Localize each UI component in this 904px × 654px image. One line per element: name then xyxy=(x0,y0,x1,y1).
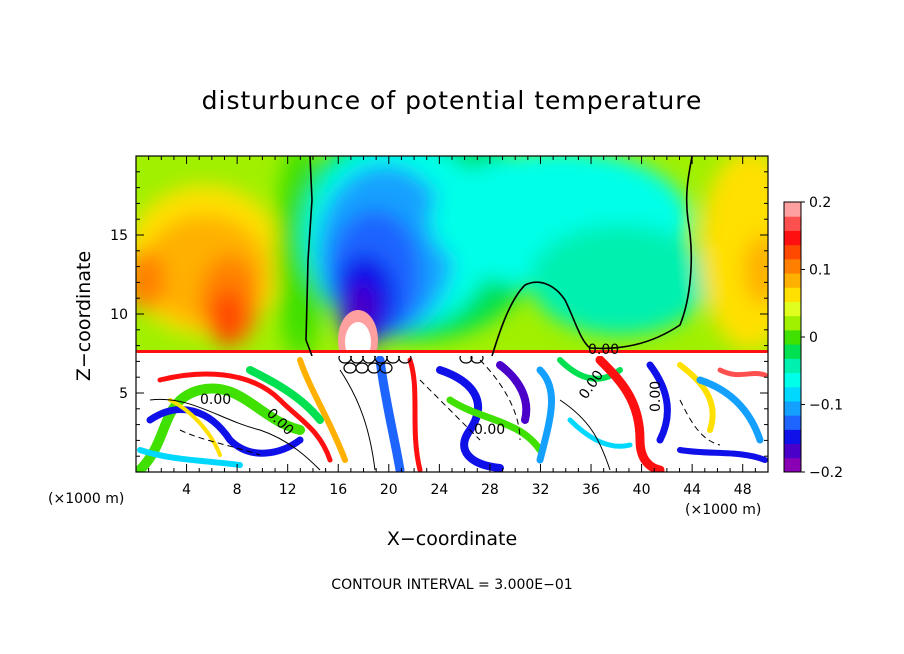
colorbar-swatch xyxy=(784,415,801,430)
field-upper xyxy=(136,156,768,370)
y-tick-label: 15 xyxy=(110,228,128,244)
colorbar-swatch xyxy=(784,273,801,288)
x-tick-label: 16 xyxy=(329,482,347,498)
x-tick-label: 32 xyxy=(532,482,550,498)
x-tick-label: 8 xyxy=(233,482,242,498)
field-lower xyxy=(136,356,768,472)
x-tick-label: 36 xyxy=(582,482,600,498)
colorbar-swatch xyxy=(784,202,801,217)
colorbar-swatch xyxy=(784,244,801,260)
colorbar-tick-label: 0.1 xyxy=(809,263,831,279)
colorbar-swatch xyxy=(784,230,801,246)
colorbar-swatch xyxy=(784,301,801,317)
colorbar-swatch xyxy=(784,386,801,402)
colorbar-tick-label: −0.1 xyxy=(809,398,843,414)
x-tick-label: 44 xyxy=(683,482,701,498)
colorbar: 0.2 0.1 0 −0.1 −0.2 xyxy=(783,195,843,481)
colorbar-swatch xyxy=(784,400,801,416)
x-tick-label: 20 xyxy=(380,482,398,498)
colorbar-swatch xyxy=(784,329,801,345)
x-tick-label: 4 xyxy=(182,482,191,498)
colorbar-swatch xyxy=(784,429,801,445)
colorbar-tick-label: −0.2 xyxy=(809,465,843,481)
x-tick-label: 28 xyxy=(481,482,499,498)
contour-label: 0.00 xyxy=(474,422,505,438)
colorbar-swatch xyxy=(784,315,801,331)
contour-label: 0.00 xyxy=(588,342,619,358)
y-tick-label: 5 xyxy=(119,386,128,402)
contour-label: 0.00 xyxy=(648,381,664,412)
colorbar-swatch xyxy=(784,344,801,359)
x-axis-label: X−coordinate xyxy=(386,528,518,550)
colorbar-tick-label: 0 xyxy=(809,330,818,346)
x-unit-label-right: (×1000 m) xyxy=(685,502,762,518)
colorbar-swatch xyxy=(784,216,801,231)
x-tick-label: 12 xyxy=(279,482,297,498)
contour-label: 0.00 xyxy=(200,392,231,408)
colorbar-tick-label: 0.2 xyxy=(809,195,831,211)
chart-title: disturbunce of potential temperature xyxy=(201,86,703,115)
colorbar-swatch xyxy=(784,258,801,274)
colorbar-swatch xyxy=(784,372,801,388)
contour-interval-note: CONTOUR INTERVAL = 3.000E−01 xyxy=(331,577,573,593)
x-unit-label-left: (×1000 m) xyxy=(48,491,125,507)
x-tick-label: 48 xyxy=(734,482,752,498)
colorbar-swatch xyxy=(784,287,801,302)
x-tick-label: 40 xyxy=(633,482,651,498)
colorbar-swatch xyxy=(784,358,801,374)
colorbar-swatch xyxy=(784,443,801,459)
x-tick-label: 24 xyxy=(430,482,448,498)
colorbar-swatch xyxy=(784,457,801,473)
y-tick-label: 10 xyxy=(110,307,128,323)
